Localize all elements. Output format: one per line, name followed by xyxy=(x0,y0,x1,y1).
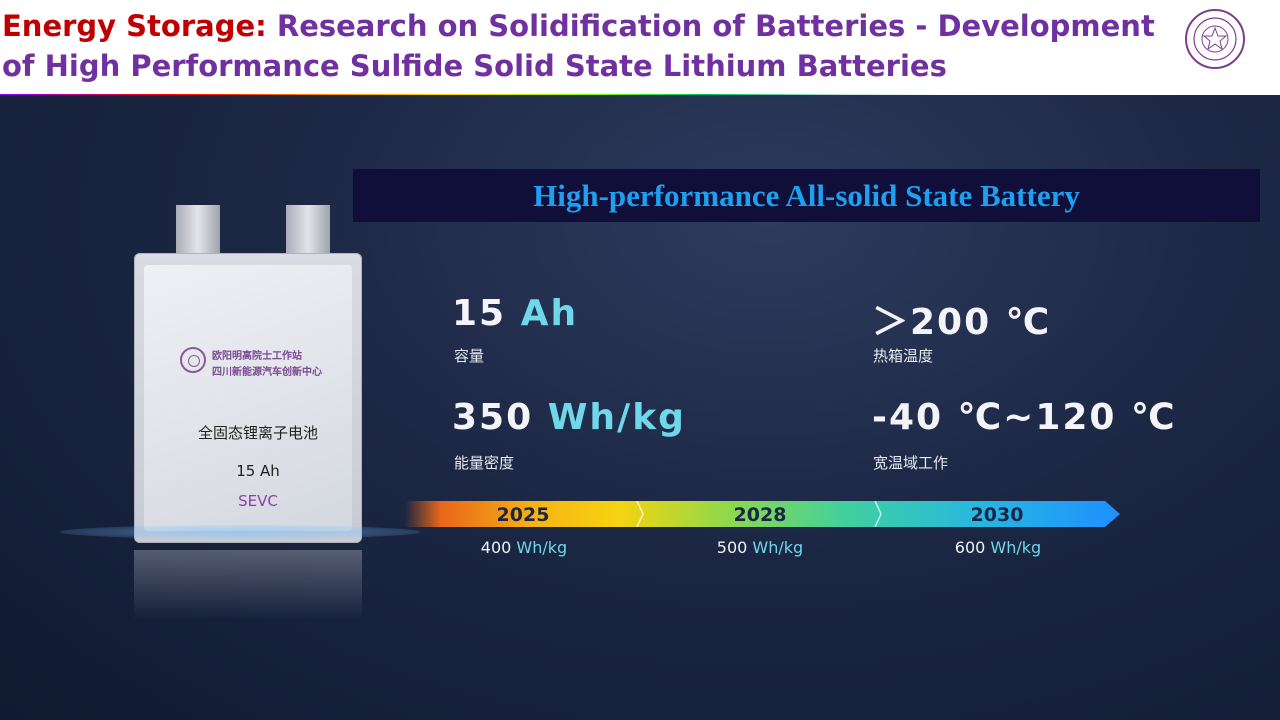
timeline-year-2028: 2028 xyxy=(733,504,787,526)
battery-logo-icon xyxy=(180,347,206,373)
timeline-year-2030: 2030 xyxy=(970,504,1024,526)
stat-hotbox-number: ＞200 ℃ xyxy=(872,302,1052,343)
title-line2: of High Performance Sulfide Solid State … xyxy=(2,49,947,83)
title-line1: Research on Solidification of Batteries … xyxy=(266,9,1155,43)
university-seal-icon xyxy=(1185,9,1245,69)
stat-temp-range-label: 宽温域工作 xyxy=(873,454,949,472)
stat-capacity-value: 15 Ah xyxy=(452,293,578,334)
stat-energy-number: 350 xyxy=(452,397,534,438)
target-2030-number: 600 xyxy=(954,538,986,557)
timeline-target-2025: 400 Wh/kg xyxy=(454,538,594,557)
battery-reflection xyxy=(134,550,362,620)
header: Energy Storage: Research on Solidificati… xyxy=(0,0,1280,99)
timeline-target-2030: 600 Wh/kg xyxy=(928,538,1068,557)
timeline-year-2025: 2025 xyxy=(496,504,550,526)
stat-energy-value: 350 Wh/kg xyxy=(452,397,686,438)
battery-org-line1: 欧阳明高院士工作站 xyxy=(212,351,302,362)
floor-glow xyxy=(60,525,420,539)
target-2028-unit: Wh/kg xyxy=(752,538,804,557)
battery-face: 欧阳明高院士工作站 四川新能源汽车创新中心 全固态锂离子电池 15 Ah SEV… xyxy=(144,265,352,531)
battery-org-line2: 四川新能源汽车创新中心 xyxy=(212,367,322,378)
stat-temp-range-number: -40 ℃~120 ℃ xyxy=(872,397,1177,438)
roadmap-timeline: 2025 2028 2030 xyxy=(405,501,1120,527)
stat-hotbox-label: 热箱温度 xyxy=(873,347,934,365)
stat-energy-label: 能量密度 xyxy=(454,454,515,472)
slide-body: 欧阳明高院士工作站 四川新能源汽车创新中心 全固态锂离子电池 15 Ah SEV… xyxy=(0,95,1280,720)
battery-capacity: 15 Ah xyxy=(236,462,280,480)
timeline-arrow xyxy=(405,501,1120,527)
target-2030-unit: Wh/kg xyxy=(990,538,1042,557)
battery-brand: SEVC xyxy=(238,492,278,510)
target-2028-number: 500 xyxy=(716,538,748,557)
stat-capacity-label: 容量 xyxy=(454,347,485,365)
battery-pouch: 欧阳明高院士工作站 四川新能源汽车创新中心 全固态锂离子电池 15 Ah SEV… xyxy=(134,253,362,543)
slide-title: Energy Storage: Research on Solidificati… xyxy=(2,6,1192,86)
banner-title: High-performance All-solid State Battery xyxy=(533,178,1080,213)
timeline-target-2028: 500 Wh/kg xyxy=(690,538,830,557)
stat-hotbox-value: ＞200 ℃ xyxy=(872,293,1051,345)
battery-name: 全固态锂离子电池 xyxy=(197,424,318,442)
title-prefix: Energy Storage: xyxy=(2,9,267,43)
banner: High-performance All-solid State Battery xyxy=(353,169,1260,222)
battery-image: 欧阳明高院士工作站 四川新能源汽车创新中心 全固态锂离子电池 15 Ah SEV… xyxy=(120,205,370,665)
target-2025-number: 400 xyxy=(480,538,512,557)
stat-energy-unit: Wh/kg xyxy=(547,397,686,438)
stat-capacity-unit: Ah xyxy=(520,293,579,334)
target-2025-unit: Wh/kg xyxy=(516,538,568,557)
stat-temp-range-value: -40 ℃~120 ℃ xyxy=(872,397,1177,438)
stat-capacity-number: 15 xyxy=(452,293,507,334)
